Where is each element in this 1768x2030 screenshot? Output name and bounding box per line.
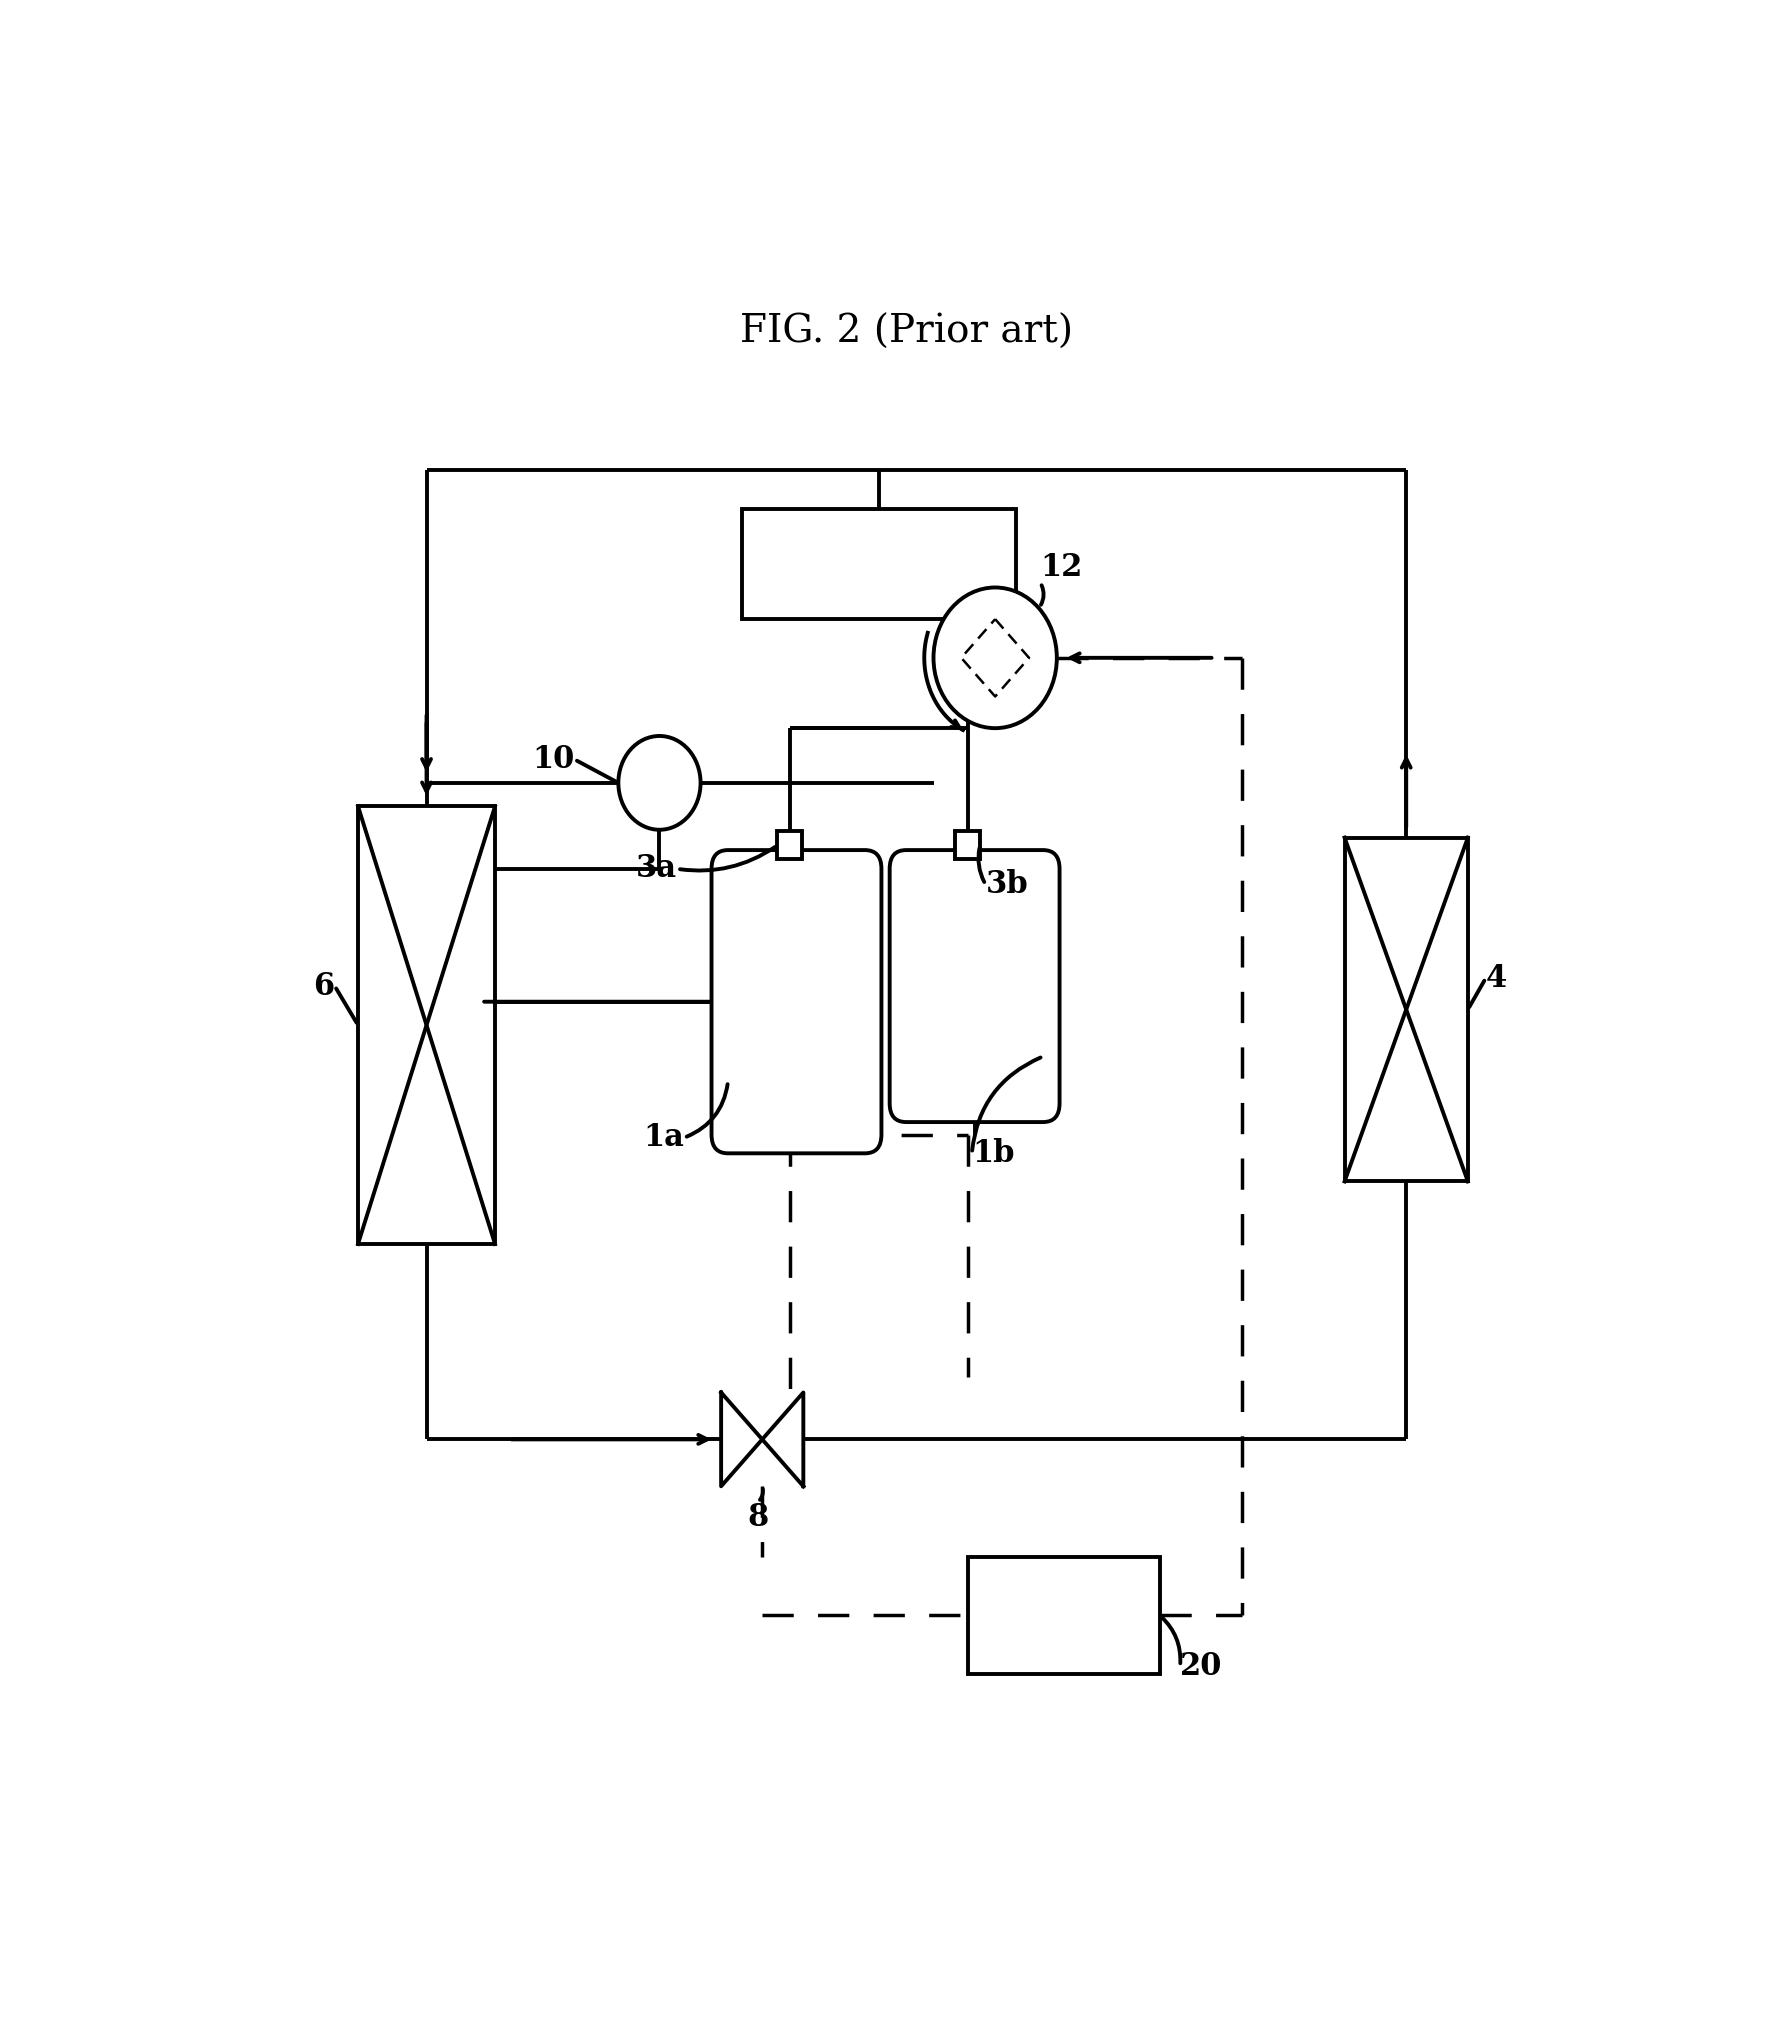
Bar <box>778 832 803 859</box>
Text: 20: 20 <box>1181 1650 1222 1681</box>
Text: 3a: 3a <box>636 853 677 885</box>
Text: 1a: 1a <box>644 1123 684 1153</box>
Text: 6: 6 <box>313 970 334 1001</box>
FancyBboxPatch shape <box>889 851 1059 1123</box>
Polygon shape <box>743 510 1017 619</box>
Text: FIG. 2 (Prior art): FIG. 2 (Prior art) <box>739 315 1073 351</box>
Text: 3b: 3b <box>985 869 1029 899</box>
Polygon shape <box>357 806 495 1244</box>
Polygon shape <box>967 1557 1160 1675</box>
Polygon shape <box>1345 838 1467 1181</box>
Circle shape <box>619 737 700 830</box>
Text: 10: 10 <box>532 743 575 775</box>
Text: 8: 8 <box>748 1502 769 1533</box>
Circle shape <box>934 587 1057 729</box>
Text: 4: 4 <box>1485 962 1506 995</box>
FancyBboxPatch shape <box>711 851 882 1153</box>
Text: 12: 12 <box>1040 552 1082 583</box>
Bar <box>955 832 979 859</box>
Text: 1b: 1b <box>972 1139 1015 1169</box>
